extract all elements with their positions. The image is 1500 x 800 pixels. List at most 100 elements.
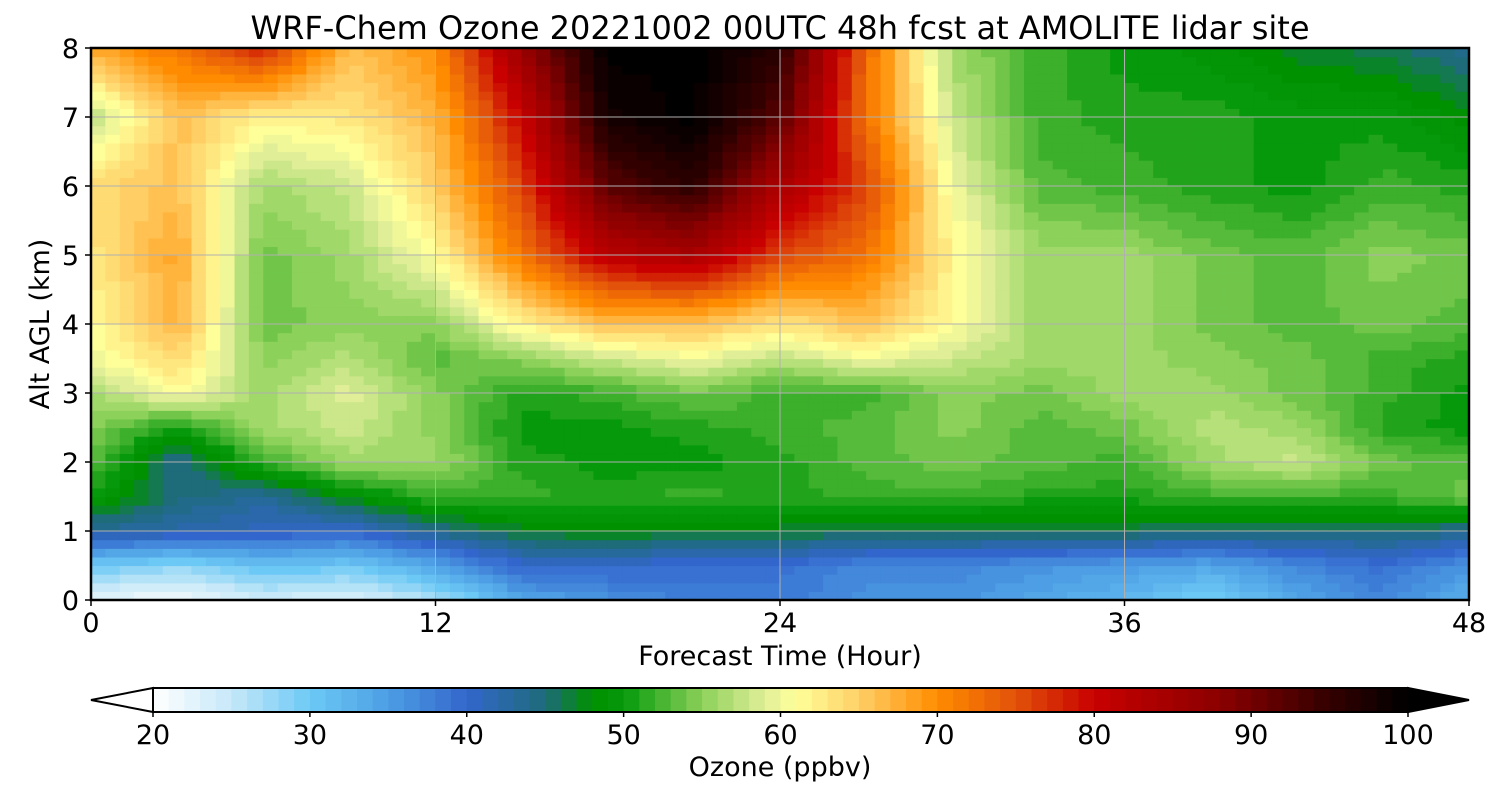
heatmap-cell bbox=[579, 272, 594, 282]
heatmap-cell bbox=[1282, 229, 1298, 239]
heatmap-cell bbox=[234, 211, 250, 222]
heatmap-cell bbox=[1196, 203, 1212, 213]
heatmap-cell bbox=[1454, 341, 1470, 351]
heatmap-cell bbox=[1181, 324, 1197, 334]
heatmap-cell bbox=[535, 453, 551, 463]
heatmap-cell bbox=[1224, 487, 1240, 498]
heatmap-cell bbox=[980, 246, 996, 256]
heatmap-cell bbox=[105, 306, 121, 316]
heatmap-cell bbox=[263, 203, 279, 213]
heatmap-cell bbox=[1311, 194, 1327, 204]
heatmap-cell bbox=[722, 505, 738, 515]
heatmap-cell bbox=[593, 220, 609, 230]
heatmap-cell bbox=[277, 229, 293, 239]
heatmap-cell bbox=[665, 479, 681, 489]
heatmap-cell bbox=[435, 246, 451, 256]
heatmap-cell bbox=[162, 229, 178, 239]
heatmap-cell bbox=[636, 160, 652, 170]
heatmap-cell bbox=[966, 246, 982, 256]
heatmap-cell bbox=[894, 505, 910, 515]
heatmap-cell bbox=[162, 375, 178, 385]
heatmap-cell bbox=[866, 479, 882, 489]
heatmap-cell bbox=[1311, 151, 1327, 161]
heatmap-cell bbox=[435, 574, 451, 584]
heatmap-cell bbox=[1239, 393, 1255, 403]
heatmap-cell bbox=[1210, 531, 1226, 541]
heatmap-cell bbox=[679, 556, 695, 567]
heatmap-cell bbox=[134, 289, 150, 299]
heatmap-cell bbox=[478, 186, 494, 196]
heatmap-cell bbox=[205, 556, 221, 567]
heatmap-cell bbox=[952, 427, 968, 437]
heatmap-cell bbox=[1210, 418, 1226, 429]
heatmap-cell bbox=[277, 436, 293, 446]
heatmap-cell bbox=[636, 151, 652, 161]
heatmap-cell bbox=[1268, 272, 1283, 282]
heatmap-cell bbox=[823, 298, 839, 308]
heatmap-cell bbox=[220, 324, 236, 334]
heatmap-cell bbox=[1196, 263, 1212, 273]
heatmap-cell bbox=[421, 315, 437, 325]
heatmap-cell bbox=[1325, 315, 1341, 325]
heatmap-cell bbox=[1325, 531, 1341, 541]
heatmap-cell bbox=[1425, 401, 1441, 411]
heatmap-cell bbox=[1167, 211, 1183, 222]
heatmap-cell bbox=[1024, 496, 1039, 506]
heatmap-cells bbox=[91, 48, 1470, 601]
heatmap-cell bbox=[564, 582, 580, 592]
heatmap-cell bbox=[1210, 496, 1226, 506]
heatmap-cell bbox=[980, 229, 996, 239]
heatmap-cell bbox=[1210, 548, 1226, 558]
heatmap-cell bbox=[535, 531, 551, 541]
heatmap-cell bbox=[1181, 410, 1197, 420]
heatmap-cell bbox=[593, 358, 609, 368]
heatmap-cell bbox=[248, 574, 264, 584]
heatmap-cell bbox=[1224, 436, 1240, 446]
heatmap-cell bbox=[1440, 410, 1456, 420]
heatmap-cell bbox=[291, 410, 307, 420]
heatmap-cell bbox=[708, 220, 724, 230]
heatmap-cell bbox=[1181, 255, 1197, 265]
heatmap-cell bbox=[478, 582, 494, 592]
heatmap-cell bbox=[679, 531, 695, 541]
heatmap-cell bbox=[335, 444, 350, 454]
heatmap-cell bbox=[593, 211, 609, 222]
heatmap-cell bbox=[435, 539, 451, 549]
heatmap-cell bbox=[148, 436, 164, 446]
heatmap-cell bbox=[1239, 220, 1255, 230]
heatmap-cell bbox=[1296, 194, 1312, 204]
heatmap-cell bbox=[607, 393, 623, 403]
heatmap-cell bbox=[866, 582, 882, 592]
heatmap-cell bbox=[1311, 548, 1327, 558]
heatmap-cell bbox=[1268, 393, 1283, 403]
heatmap-cell bbox=[234, 177, 250, 187]
heatmap-cell bbox=[1368, 298, 1384, 308]
heatmap-cell bbox=[421, 574, 437, 584]
heatmap-cell bbox=[1067, 160, 1083, 170]
heatmap-cell bbox=[1382, 289, 1398, 299]
heatmap-cell bbox=[406, 401, 422, 411]
heatmap-cell bbox=[607, 505, 623, 515]
heatmap-cell bbox=[449, 496, 465, 506]
heatmap-cell bbox=[1325, 539, 1341, 549]
heatmap-cell bbox=[622, 453, 638, 463]
heatmap-cell bbox=[1081, 582, 1097, 592]
heatmap-cell bbox=[866, 186, 882, 196]
heatmap-cell bbox=[349, 367, 365, 377]
heatmap-cell bbox=[177, 168, 193, 178]
heatmap-cell bbox=[1239, 211, 1255, 222]
heatmap-cell bbox=[1153, 220, 1169, 230]
heatmap-cell bbox=[1124, 229, 1140, 239]
heatmap-cell bbox=[521, 410, 537, 420]
heatmap-cell bbox=[679, 160, 695, 170]
heatmap-cell bbox=[765, 186, 781, 196]
heatmap-cell bbox=[851, 548, 867, 558]
heatmap-cell bbox=[1268, 539, 1283, 549]
heatmap-cell bbox=[579, 168, 594, 178]
heatmap-cell bbox=[320, 168, 336, 178]
heatmap-cell bbox=[378, 246, 394, 256]
heatmap-cell bbox=[1052, 289, 1068, 299]
heatmap-cell bbox=[1024, 574, 1039, 584]
heatmap-cell bbox=[1009, 574, 1025, 584]
heatmap-cell bbox=[909, 358, 925, 368]
